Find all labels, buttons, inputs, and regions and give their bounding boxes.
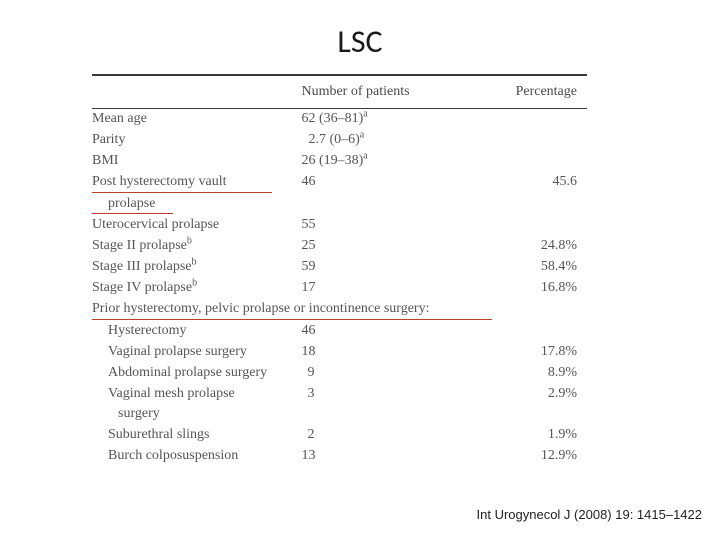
cell-label: Post hysterectomy vault bbox=[92, 172, 291, 194]
cell-label: Hysterectomy bbox=[92, 321, 291, 342]
row-vaginal-mesh-line2: surgery bbox=[92, 404, 587, 425]
cell-label: Stage II prolapseb bbox=[92, 236, 291, 257]
cell-pct bbox=[468, 321, 587, 342]
cell-label: surgery bbox=[92, 404, 291, 425]
cell-pct bbox=[468, 215, 587, 236]
cell-label: Mean age bbox=[92, 109, 291, 130]
cell-value: 9 bbox=[291, 363, 468, 384]
cell-label: Suburethral slings bbox=[92, 425, 291, 446]
cell-pct bbox=[468, 404, 587, 425]
cell-pct: 24.8% bbox=[468, 236, 587, 257]
row-stage-3: Stage III prolapseb 59 58.4% bbox=[92, 257, 587, 278]
cell-value: 55 bbox=[291, 215, 468, 236]
cell-label: Stage III prolapseb bbox=[92, 257, 291, 278]
cell-label: prolapse bbox=[92, 194, 291, 216]
cell-label: Stage IV prolapseb bbox=[92, 278, 291, 299]
citation-text: Int Urogynecol J (2008) 19: 1415–1422 bbox=[477, 507, 703, 522]
cell-section-header: Prior hysterectomy, pelvic prolapse or i… bbox=[92, 299, 587, 321]
cell-value: 46 bbox=[291, 172, 468, 194]
cell-pct: 2.9% bbox=[468, 384, 587, 405]
row-post-hysterectomy-line2: prolapse bbox=[92, 194, 587, 216]
cell-value: 17 bbox=[291, 278, 468, 299]
cell-value: 2 bbox=[291, 425, 468, 446]
cell-value: 2.7 (0–6)a bbox=[291, 130, 468, 151]
cell-pct: 8.9% bbox=[468, 363, 587, 384]
cell-label: Parity bbox=[92, 130, 291, 151]
row-vaginal-mesh-line1: Vaginal mesh prolapse 3 2.9% bbox=[92, 384, 587, 405]
cell-pct bbox=[468, 194, 587, 216]
data-table: Number of patients Percentage Mean age 6… bbox=[92, 74, 587, 467]
cell-pct: 1.9% bbox=[468, 425, 587, 446]
row-post-hysterectomy-line1: Post hysterectomy vault 46 45.6 bbox=[92, 172, 587, 194]
cell-label: Vaginal mesh prolapse bbox=[92, 384, 291, 405]
row-stage-4: Stage IV prolapseb 17 16.8% bbox=[92, 278, 587, 299]
cell-value: 13 bbox=[291, 446, 468, 467]
cell-value: 46 bbox=[291, 321, 468, 342]
cell-value: 25 bbox=[291, 236, 468, 257]
row-hysterectomy: Hysterectomy 46 bbox=[92, 321, 587, 342]
row-bmi: BMI 26 (19–38)a bbox=[92, 151, 587, 172]
row-uterocervical: Uterocervical prolapse 55 bbox=[92, 215, 587, 236]
cell-pct bbox=[468, 109, 587, 130]
row-burch: Burch colposuspension 13 12.9% bbox=[92, 446, 587, 467]
cell-pct: 12.9% bbox=[468, 446, 587, 467]
cell-value: 59 bbox=[291, 257, 468, 278]
row-suburethral-slings: Suburethral slings 2 1.9% bbox=[92, 425, 587, 446]
cell-label: BMI bbox=[92, 151, 291, 172]
cell-label: Uterocervical prolapse bbox=[92, 215, 291, 236]
red-underline bbox=[92, 319, 492, 320]
cell-value bbox=[291, 404, 468, 425]
cell-pct bbox=[468, 151, 587, 172]
row-prior-header: Prior hysterectomy, pelvic prolapse or i… bbox=[92, 299, 587, 321]
page-title: LSC bbox=[0, 22, 720, 61]
cell-pct: 58.4% bbox=[468, 257, 587, 278]
cell-pct: 16.8% bbox=[468, 278, 587, 299]
cell-label: Burch colposuspension bbox=[92, 446, 291, 467]
cell-label: Vaginal prolapse surgery bbox=[92, 342, 291, 363]
cell-pct: 45.6 bbox=[468, 172, 587, 194]
red-underline bbox=[92, 213, 173, 214]
cell-pct: 17.8% bbox=[468, 342, 587, 363]
cell-value: 62 (36–81)a bbox=[291, 109, 468, 130]
col-header-percentage: Percentage bbox=[468, 75, 587, 109]
cell-value: 26 (19–38)a bbox=[291, 151, 468, 172]
cell-value bbox=[291, 194, 468, 216]
row-vaginal-prolapse-surgery: Vaginal prolapse surgery 18 17.8% bbox=[92, 342, 587, 363]
row-mean-age: Mean age 62 (36–81)a bbox=[92, 109, 587, 130]
row-stage-2: Stage II prolapseb 25 24.8% bbox=[92, 236, 587, 257]
col-header-empty bbox=[92, 75, 291, 109]
row-abdominal-prolapse-surgery: Abdominal prolapse surgery 9 8.9% bbox=[92, 363, 587, 384]
cell-value: 3 bbox=[291, 384, 468, 405]
red-underline bbox=[92, 192, 272, 193]
cell-value: 18 bbox=[291, 342, 468, 363]
row-parity: Parity 2.7 (0–6)a bbox=[92, 130, 587, 151]
cell-pct bbox=[468, 130, 587, 151]
cell-label: Abdominal prolapse surgery bbox=[92, 363, 291, 384]
col-header-number: Number of patients bbox=[291, 75, 468, 109]
